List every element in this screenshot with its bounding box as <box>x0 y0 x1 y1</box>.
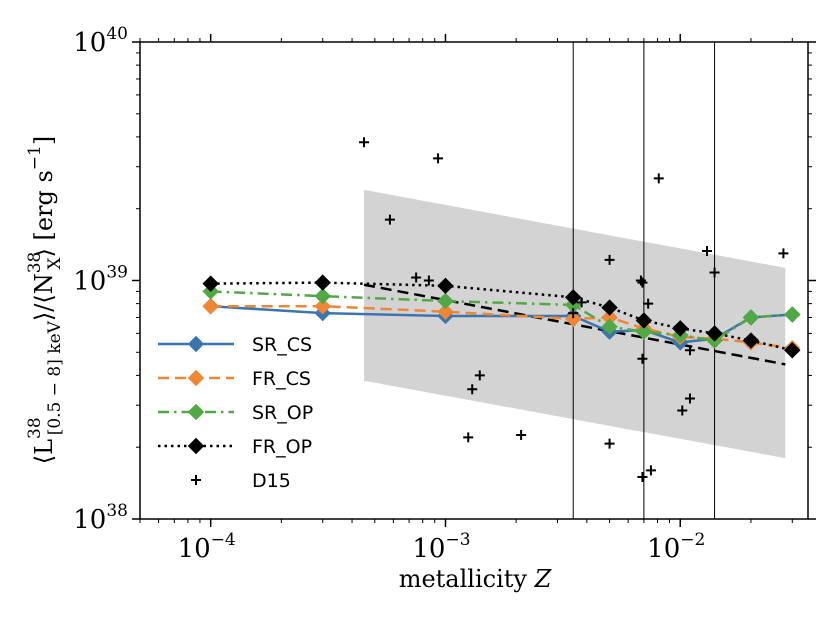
d15-point-24 <box>709 267 720 278</box>
series-point-FR_OP-6 <box>672 320 689 337</box>
legend-item-SR_OP: SR_OP <box>158 402 313 424</box>
axes: 10−4 10−3 10−2 1038 1039 1040 <box>73 24 816 564</box>
x-tick-label-1: 10−3 <box>412 530 470 564</box>
d15-point-1 <box>384 214 395 225</box>
d15-point-5 <box>467 384 478 395</box>
d15-point-17 <box>643 298 654 309</box>
series-point-FR_OP-0 <box>202 275 219 292</box>
series-point-SR_OP-2 <box>437 292 454 310</box>
y-tick-label-1: 1039 <box>73 263 128 297</box>
plot-area <box>202 42 801 519</box>
series-point-FR_OP-9 <box>784 342 801 359</box>
series-point-FR_CS-3 <box>565 310 582 328</box>
d15-point-19 <box>653 173 664 184</box>
legend-label-FR_CS: FR_CS <box>252 368 311 390</box>
legend-label-FR_OP: FR_OP <box>252 436 312 458</box>
legend-marker-FR_CS <box>187 369 205 387</box>
d15-point-16 <box>637 472 648 483</box>
series-point-SR_OP-4 <box>601 318 618 335</box>
legend: SR_CS FR_CS SR_OP FR_OP D15 <box>158 334 313 492</box>
d15-point-4 <box>433 153 444 164</box>
d15-point-25 <box>778 248 789 259</box>
series-point-FR_OP-8 <box>742 332 760 349</box>
legend-item-SR_CS: SR_CS <box>158 334 312 356</box>
d15-point-20 <box>677 405 688 416</box>
svg-text:⟨L38[0.5 − 8] keV⟩/⟨N38X⟩ [erg: ⟨L38[0.5 − 8] keV⟩/⟨N38X⟩ [erg s−1] <box>25 136 65 465</box>
series-point-FR_OP-4 <box>601 299 618 316</box>
series-point-SR_OP-5 <box>635 323 653 340</box>
d15-point-8 <box>516 430 527 441</box>
legend-marker-FR_OP <box>187 437 205 455</box>
y-tick-label-2: 1040 <box>73 24 128 58</box>
series-point-SR_OP-9 <box>784 306 801 323</box>
series-point-FR_OP-7 <box>706 325 723 342</box>
y-tick-label-0: 1038 <box>73 501 128 535</box>
d15-point-12 <box>604 438 615 449</box>
d15-point-13 <box>635 275 646 286</box>
legend-label-SR_CS: SR_CS <box>252 334 312 356</box>
legend-marker-SR_OP <box>187 403 205 421</box>
series-FR_OP <box>202 274 801 359</box>
series-point-SR_OP-1 <box>314 287 331 305</box>
d15-point-23 <box>702 245 713 256</box>
series-point-FR_OP-1 <box>314 274 331 291</box>
series-point-FR_OP-3 <box>565 289 582 306</box>
d15-point-22 <box>684 345 695 356</box>
d15-point-10 <box>576 297 587 308</box>
d15-point-11 <box>604 254 615 265</box>
legend-swatch-D15 <box>191 475 201 485</box>
series-point-FR_OP-5 <box>635 312 653 329</box>
series-point-SR_OP-8 <box>742 309 760 326</box>
series-point-FR_CS-1 <box>314 298 331 315</box>
x-axis-label: metallicity Z <box>399 565 553 593</box>
d15-point-2 <box>411 272 422 283</box>
series-D15 <box>359 137 789 483</box>
x-tick-label-2: 10−2 <box>647 530 705 564</box>
d15-point-6 <box>463 432 474 443</box>
x-tick-label-0: 10−4 <box>178 530 236 564</box>
series-line-FR_CS <box>210 304 793 350</box>
legend-label-D15: D15 <box>252 470 291 492</box>
series-point-FR_CS-2 <box>437 303 454 320</box>
series-point-FR_CS-0 <box>202 298 219 315</box>
legend-item-D15: D15 <box>191 470 291 492</box>
d15-point-9 <box>568 308 579 319</box>
d15-point-7 <box>474 370 485 381</box>
series-line-SR_OP <box>210 290 793 342</box>
d15-point-3 <box>423 275 434 286</box>
legend-item-FR_CS: FR_CS <box>158 368 311 390</box>
d15-point-14 <box>637 277 648 288</box>
series-line-FR_OP <box>210 281 793 352</box>
d15-point-18 <box>645 465 656 476</box>
legend-marker-SR_CS <box>187 335 205 353</box>
series-point-FR_OP-2 <box>437 277 454 295</box>
d15-point-0 <box>359 137 370 148</box>
d15-point-15 <box>637 353 648 364</box>
y-axis-label: ⟨L38[0.5 − 8] keV⟩/⟨N38X⟩ [erg s−1] <box>25 136 65 465</box>
legend-item-FR_OP: FR_OP <box>158 436 312 458</box>
legend-label-SR_OP: SR_OP <box>252 402 313 424</box>
d15-point-21 <box>684 393 695 404</box>
